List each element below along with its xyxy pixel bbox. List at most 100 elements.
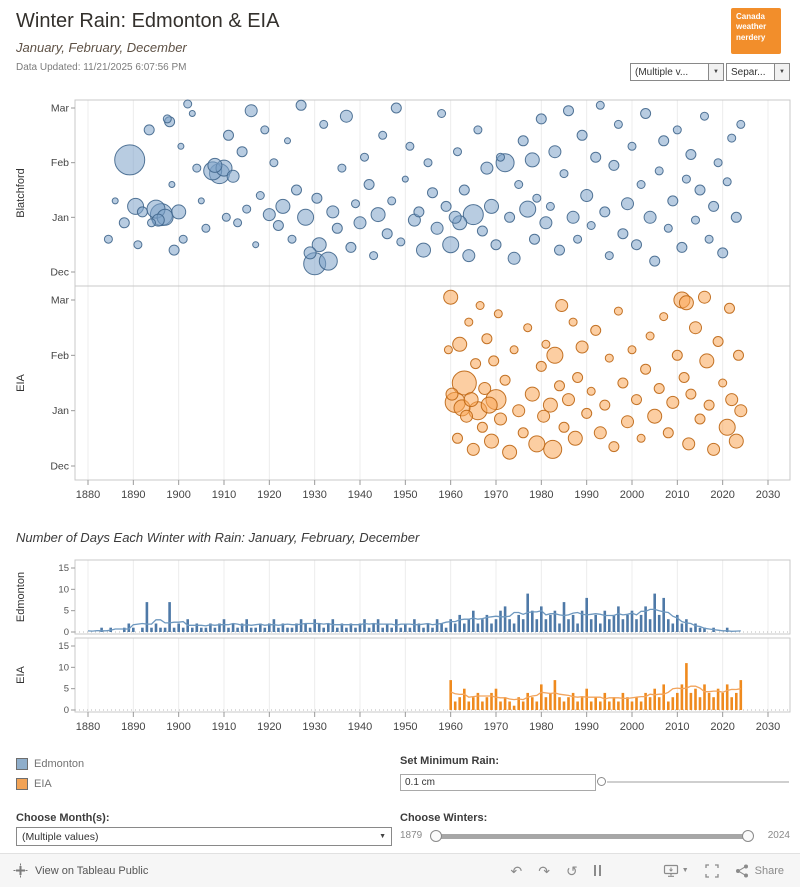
header-filter-dropdown-2[interactable]: Separ... ▼ <box>726 63 790 81</box>
bubble-mark[interactable] <box>262 208 276 222</box>
bar-mark[interactable] <box>585 688 588 710</box>
bar-mark[interactable] <box>521 701 525 711</box>
bubble-mark[interactable] <box>255 191 265 200</box>
bar-mark[interactable] <box>249 627 253 632</box>
bubble-mark[interactable] <box>535 360 547 372</box>
bar-mark[interactable] <box>331 619 335 632</box>
bubble-mark[interactable] <box>617 377 629 389</box>
bar-mark[interactable] <box>163 627 167 632</box>
bubble-mark[interactable] <box>517 135 529 147</box>
bubble-mark[interactable] <box>233 218 243 228</box>
bar-mark[interactable] <box>635 619 638 632</box>
bubble-mark[interactable] <box>572 372 584 383</box>
bubble-mark[interactable] <box>667 195 679 207</box>
bubble-mark[interactable] <box>718 418 736 436</box>
bubble-mark[interactable] <box>244 104 258 118</box>
min-rain-input[interactable] <box>400 774 596 791</box>
bar-mark[interactable] <box>667 619 670 632</box>
bubble-mark[interactable] <box>192 163 202 173</box>
bubble-mark[interactable] <box>682 437 696 451</box>
bubble-mark[interactable] <box>581 407 593 419</box>
bar-mark[interactable] <box>209 623 212 633</box>
bubble-mark[interactable] <box>659 312 669 322</box>
bar-mark[interactable] <box>721 692 724 710</box>
bubble-mark[interactable] <box>339 109 353 123</box>
bar-mark[interactable] <box>277 627 280 632</box>
bubble-mark[interactable] <box>698 290 711 304</box>
bar-mark[interactable] <box>662 684 665 710</box>
winters-slider-handle-right[interactable] <box>742 830 754 842</box>
bar-mark[interactable] <box>553 680 557 710</box>
bar-mark[interactable] <box>240 623 244 633</box>
bar-mark[interactable] <box>594 614 597 632</box>
bar-mark[interactable] <box>589 619 593 632</box>
bar-mark[interactable] <box>739 680 743 710</box>
bar-mark[interactable] <box>494 619 498 632</box>
bar-mark[interactable] <box>626 697 629 710</box>
bar-mark[interactable] <box>639 701 643 711</box>
bubble-mark[interactable] <box>303 246 317 260</box>
bubble-mark[interactable] <box>543 439 563 459</box>
bar-mark[interactable] <box>463 688 466 710</box>
bubble-mark[interactable] <box>481 333 493 345</box>
legend-item-edmonton[interactable]: Edmonton <box>16 754 84 774</box>
bar-mark[interactable] <box>376 619 380 632</box>
bubble-mark[interactable] <box>708 200 720 212</box>
bubble-mark[interactable] <box>242 204 252 214</box>
bar-mark[interactable] <box>317 623 321 633</box>
bar-mark[interactable] <box>227 627 230 632</box>
bubble-mark[interactable] <box>480 396 498 414</box>
bar-mark[interactable] <box>204 627 208 632</box>
bar-mark[interactable] <box>540 606 543 632</box>
bar-mark[interactable] <box>712 697 715 710</box>
bar-mark[interactable] <box>304 623 307 633</box>
bar-mark[interactable] <box>508 701 511 711</box>
bubble-mark[interactable] <box>111 197 119 205</box>
bubble-mark[interactable] <box>475 301 485 310</box>
bubble-mark[interactable] <box>700 111 709 121</box>
bubble-mark[interactable] <box>236 146 248 158</box>
winters-slider-handle-left[interactable] <box>430 830 442 842</box>
bubble-mark[interactable] <box>613 119 623 129</box>
bubble-mark[interactable] <box>351 199 360 209</box>
bubble-mark[interactable] <box>440 200 452 212</box>
bubble-mark[interactable] <box>143 124 155 136</box>
bar-mark[interactable] <box>295 623 298 633</box>
bar-mark[interactable] <box>268 623 271 633</box>
bar-mark[interactable] <box>648 697 652 710</box>
bubble-mark[interactable] <box>512 404 526 418</box>
bubble-mark[interactable] <box>712 336 724 347</box>
bar-mark[interactable] <box>340 623 344 633</box>
bar-mark[interactable] <box>685 619 688 632</box>
share-button[interactable]: Share <box>735 864 784 878</box>
undo-icon[interactable]: ↶ <box>510 862 523 879</box>
bar-mark[interactable] <box>608 619 611 632</box>
bubble-mark[interactable] <box>529 233 540 245</box>
bar-mark[interactable] <box>703 684 706 710</box>
bar-mark[interactable] <box>490 623 493 633</box>
bubble-mark[interactable] <box>272 220 284 231</box>
bar-mark[interactable] <box>236 627 239 632</box>
bubble-mark[interactable] <box>345 241 357 253</box>
bar-mark[interactable] <box>467 619 471 632</box>
bar-mark[interactable] <box>503 697 507 710</box>
bar-mark[interactable] <box>127 623 131 633</box>
fullscreen-icon[interactable] <box>704 863 719 878</box>
bubble-mark[interactable] <box>554 380 565 392</box>
bar-mark[interactable] <box>567 619 570 632</box>
bar-mark[interactable] <box>644 606 647 632</box>
bar-mark[interactable] <box>707 692 711 710</box>
bubble-mark[interactable] <box>287 234 297 244</box>
bubble-mark[interactable] <box>297 208 315 226</box>
bubble-mark[interactable] <box>363 179 375 190</box>
bar-mark[interactable] <box>603 692 607 710</box>
bar-mark[interactable] <box>626 614 629 632</box>
bar-mark[interactable] <box>653 593 656 632</box>
pause-icon[interactable] <box>593 865 601 876</box>
bubble-mark[interactable] <box>452 336 468 352</box>
bubble-mark[interactable] <box>507 251 521 265</box>
redo-icon[interactable]: ↷ <box>538 862 550 879</box>
bubble-mark[interactable] <box>654 166 664 176</box>
bubble-mark[interactable] <box>458 184 470 196</box>
bubble-mark[interactable] <box>162 114 172 124</box>
